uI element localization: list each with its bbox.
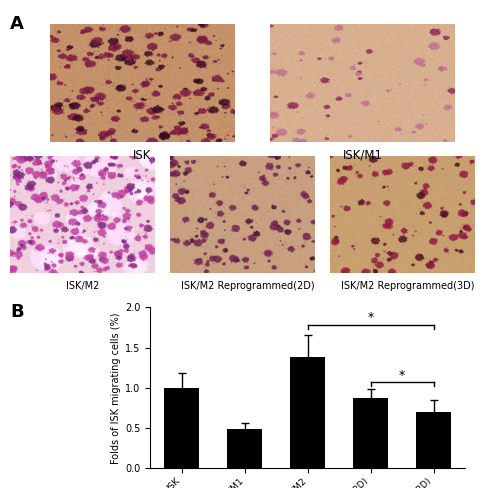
Bar [227,429,262,468]
Text: ISK/M2 Reprogrammed(3D): ISK/M2 Reprogrammed(3D) [341,281,474,290]
Bar [290,357,325,468]
Text: B: B [10,303,24,321]
Y-axis label: Folds of ISK migrating cells (%): Folds of ISK migrating cells (%) [110,312,120,464]
Bar [416,412,451,468]
Text: ISK/M2: ISK/M2 [66,281,99,290]
Text: A: A [10,15,24,33]
Text: ISK/M2 Reprogrammed(2D): ISK/M2 Reprogrammed(2D) [180,281,314,290]
Text: ISK/M1: ISK/M1 [342,149,382,162]
Text: *: * [368,311,374,325]
Bar [353,398,388,468]
Text: *: * [399,368,405,382]
Text: ISK: ISK [134,149,152,162]
Bar [164,388,199,468]
